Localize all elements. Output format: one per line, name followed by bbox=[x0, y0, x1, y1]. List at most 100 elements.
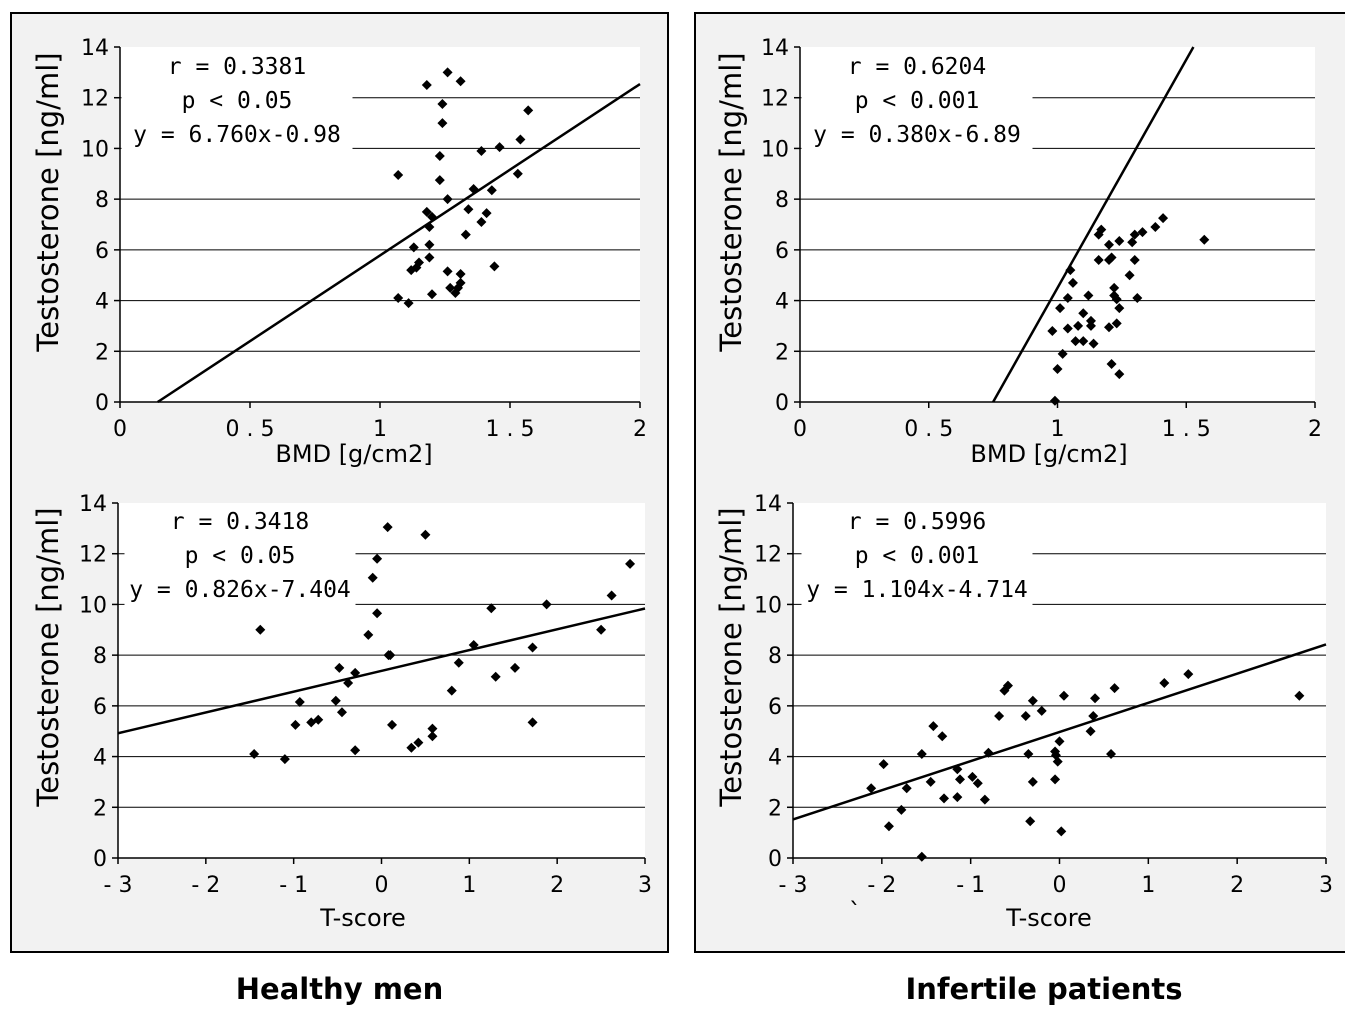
y-tick-label: 0 bbox=[768, 847, 782, 872]
data-point bbox=[1090, 693, 1101, 704]
data-point bbox=[937, 731, 948, 742]
data-point bbox=[527, 717, 538, 728]
data-point bbox=[453, 657, 464, 668]
data-point bbox=[1047, 326, 1058, 336]
data-point bbox=[625, 558, 636, 569]
y-tick-label: 8 bbox=[95, 188, 109, 213]
y-tick-label: 10 bbox=[81, 137, 109, 162]
stats-box bbox=[124, 504, 356, 606]
y-tick-label: 14 bbox=[754, 492, 782, 517]
data-point bbox=[916, 749, 927, 760]
data-point bbox=[1083, 290, 1094, 301]
data-point bbox=[442, 67, 453, 78]
data-point bbox=[1106, 358, 1117, 369]
data-point bbox=[1067, 277, 1078, 288]
data-point bbox=[476, 145, 487, 156]
y-tick-label: 12 bbox=[79, 543, 107, 568]
data-point bbox=[427, 731, 438, 742]
data-point bbox=[424, 239, 435, 250]
x-axis-label: T-score bbox=[319, 904, 406, 932]
data-point bbox=[1036, 705, 1047, 716]
y-tick-label: 0 bbox=[93, 847, 107, 872]
data-point bbox=[460, 229, 471, 240]
data-point bbox=[437, 99, 448, 110]
x-tick-label: 0 . 5 bbox=[226, 417, 275, 442]
data-point bbox=[1085, 726, 1096, 737]
data-point bbox=[1124, 270, 1135, 281]
data-point bbox=[330, 695, 341, 706]
data-point bbox=[494, 142, 505, 153]
data-point bbox=[334, 662, 345, 673]
y-tick-label: 6 bbox=[93, 695, 107, 720]
stats-line: r = 0.5996 bbox=[848, 509, 986, 535]
y-tick-label: 14 bbox=[81, 36, 109, 61]
data-point bbox=[249, 749, 260, 760]
data-point bbox=[367, 572, 378, 583]
x-tick-label: 2 bbox=[633, 417, 647, 442]
data-point bbox=[489, 261, 500, 272]
y-tick-label: 12 bbox=[754, 543, 782, 568]
data-point bbox=[1020, 711, 1031, 721]
x-tick-label: - 2 bbox=[191, 873, 220, 898]
data-point bbox=[413, 737, 424, 748]
data-point bbox=[408, 242, 419, 253]
data-point bbox=[952, 792, 963, 803]
data-point bbox=[1129, 229, 1140, 240]
data-point bbox=[1114, 235, 1125, 246]
x-tick-label: 1 bbox=[462, 873, 476, 898]
y-tick-label: 10 bbox=[79, 593, 107, 618]
data-point bbox=[442, 194, 453, 205]
y-axis-label: Testosterone [ng/ml] bbox=[31, 507, 65, 807]
data-point bbox=[510, 662, 521, 673]
data-point bbox=[952, 764, 963, 775]
x-tick-label: 1 bbox=[1051, 417, 1065, 442]
data-point bbox=[866, 783, 877, 794]
data-point bbox=[434, 151, 445, 162]
data-point bbox=[1078, 308, 1089, 319]
y-tick-label: 2 bbox=[93, 796, 107, 821]
data-point bbox=[1096, 224, 1107, 235]
data-point bbox=[1054, 736, 1065, 747]
data-point bbox=[983, 747, 994, 758]
y-tick-label: 6 bbox=[775, 239, 789, 264]
data-point bbox=[979, 794, 990, 805]
data-point bbox=[512, 168, 523, 179]
y-tick-label: 4 bbox=[768, 746, 782, 771]
stats-line: y = 6.760x-0.98 bbox=[133, 122, 341, 148]
data-point bbox=[421, 206, 432, 217]
data-point bbox=[1088, 338, 1099, 349]
data-point bbox=[372, 553, 383, 564]
data-point bbox=[424, 222, 435, 233]
x-tick-label: - 3 bbox=[104, 873, 133, 898]
data-point bbox=[336, 707, 347, 718]
data-point bbox=[1106, 252, 1117, 263]
stats-line: y = 0.826x-7.404 bbox=[129, 577, 351, 603]
data-point bbox=[363, 629, 374, 640]
data-point bbox=[955, 774, 966, 785]
data-point bbox=[420, 529, 431, 540]
y-tick-label: 2 bbox=[768, 796, 782, 821]
data-point bbox=[403, 298, 414, 309]
data-point bbox=[393, 170, 404, 181]
data-point bbox=[896, 804, 907, 815]
stats-line: p < 0.05 bbox=[185, 543, 296, 569]
data-point bbox=[414, 257, 424, 268]
data-point bbox=[1002, 680, 1013, 691]
x-tick-label: - 2 bbox=[867, 873, 896, 898]
data-point bbox=[1023, 749, 1034, 760]
data-point bbox=[596, 624, 607, 635]
data-point bbox=[385, 650, 396, 661]
data-point bbox=[476, 216, 487, 227]
stats-box bbox=[801, 504, 1033, 606]
data-point bbox=[994, 711, 1005, 721]
y-tick-label: 12 bbox=[81, 87, 109, 112]
data-point bbox=[1070, 336, 1081, 347]
data-point bbox=[490, 671, 501, 682]
y-tick-label: 10 bbox=[754, 593, 782, 618]
data-point bbox=[1106, 749, 1117, 760]
data-point bbox=[486, 603, 497, 614]
data-point bbox=[445, 282, 456, 293]
data-point bbox=[1111, 294, 1122, 305]
